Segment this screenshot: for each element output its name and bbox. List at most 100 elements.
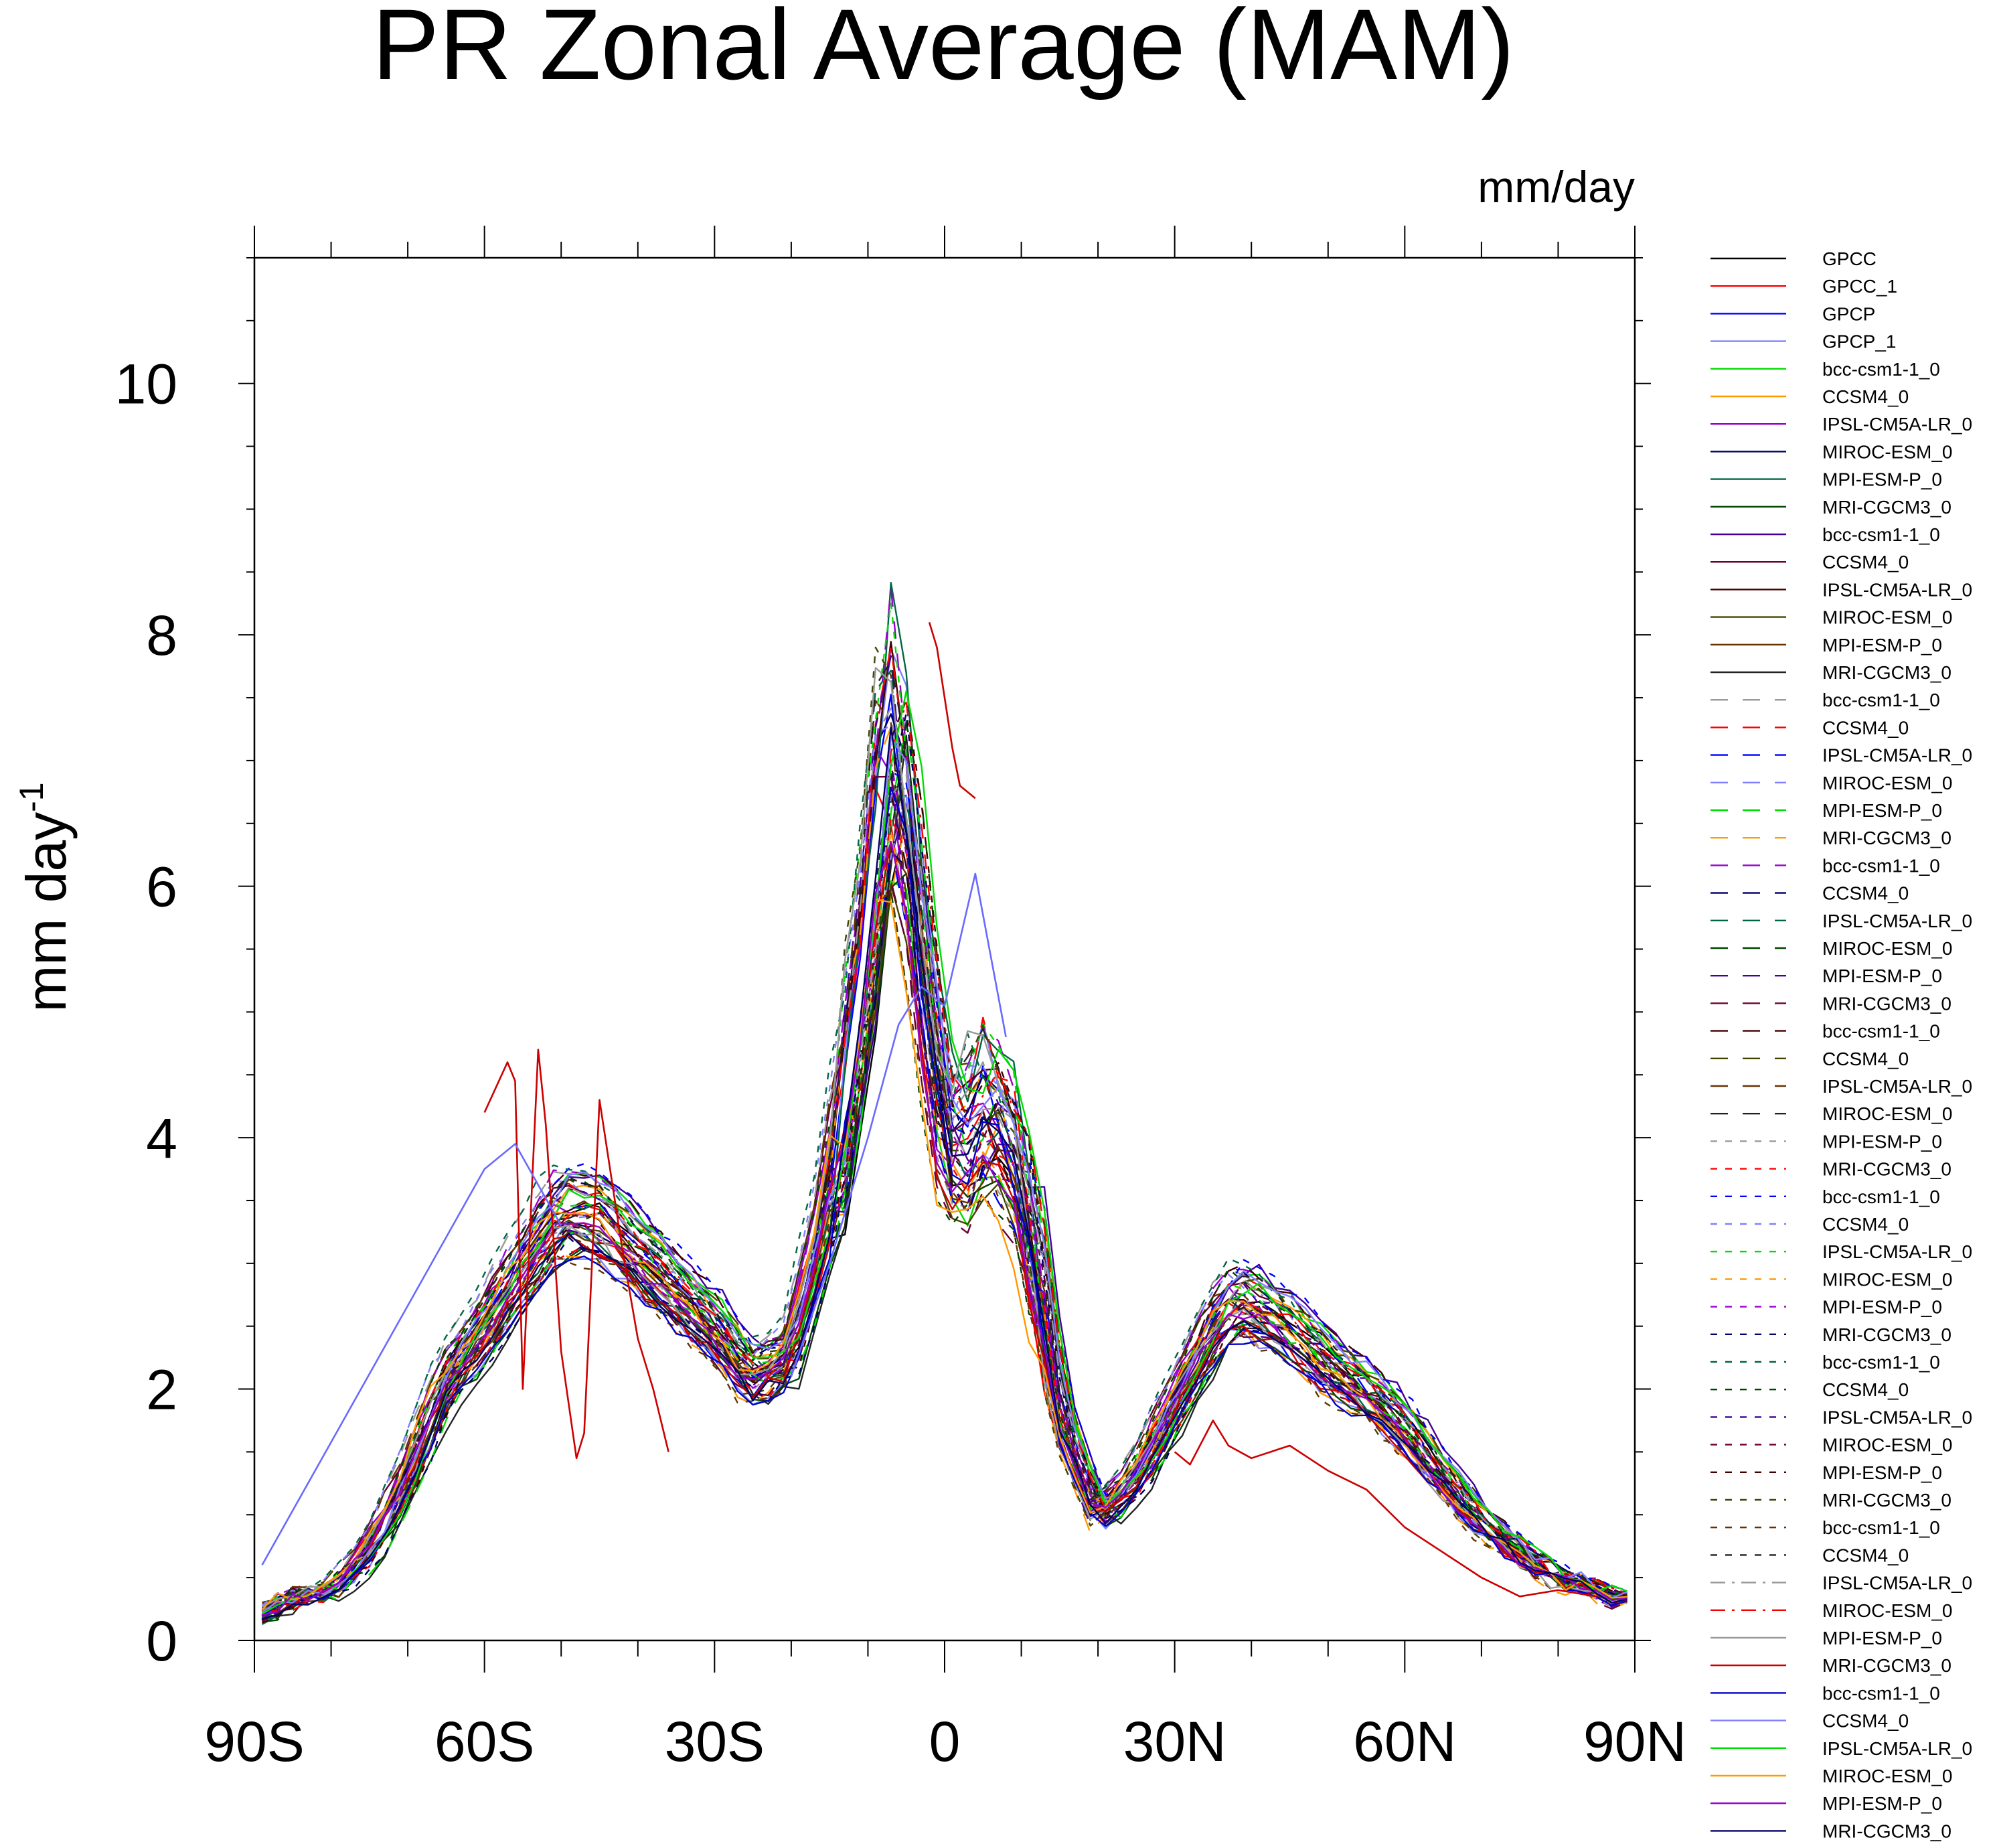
y-axis-ticks: 0 2 4 6 8 10 (115, 257, 1651, 1673)
series-line (261, 737, 1627, 1613)
legend-label: MRI-CGCM3_0 (1822, 1490, 1952, 1511)
series-line (261, 850, 1627, 1619)
series-line (261, 794, 1627, 1618)
series-line (262, 780, 1627, 1612)
legend-label: bcc-csm1-1_0 (1822, 855, 1940, 876)
y-tick-label: 6 (146, 856, 177, 919)
legend-label: CCSM4_0 (1822, 1214, 1909, 1235)
y-axis-label-text: mm day (15, 812, 78, 1012)
y-tick-label: 0 (146, 1610, 177, 1673)
legend-label: bcc-csm1-1_0 (1822, 1517, 1940, 1538)
series-line (262, 816, 1627, 1616)
series-line (261, 817, 1627, 1620)
series-line (262, 763, 1627, 1608)
observation-line (928, 622, 976, 799)
series-line (261, 747, 1628, 1616)
series-line (262, 699, 1627, 1624)
legend: GPCC GPCC_1 GPCP GPCP_1 bcc-csm1-1_0 CCSM4_0 I… (1710, 248, 1972, 1841)
series-line (262, 726, 1627, 1620)
series-line (261, 690, 1627, 1615)
legend-label: MIROC-ESM_0 (1822, 1435, 1952, 1456)
legend-label: MIROC-ESM_0 (1822, 1103, 1952, 1124)
series-line (262, 775, 1628, 1606)
series-lines (261, 582, 1628, 1625)
legend-label: MRI-CGCM3_0 (1822, 1655, 1952, 1676)
series-line (262, 769, 1627, 1612)
series-line (262, 816, 1627, 1613)
legend-label: IPSL-CM5A-LR_0 (1822, 1076, 1972, 1097)
legend-label: MRI-CGCM3_0 (1822, 993, 1952, 1014)
legend-label: bcc-csm1-1_0 (1822, 359, 1940, 380)
legend-label: MIROC-ESM_0 (1822, 773, 1952, 793)
legend-label: IPSL-CM5A-LR_0 (1822, 911, 1972, 931)
legend-label: bcc-csm1-1_0 (1822, 1352, 1940, 1373)
series-line (261, 842, 1627, 1616)
series-line (261, 646, 1627, 1620)
legend-label: CCSM4_0 (1822, 717, 1909, 738)
legend-label: IPSL-CM5A-LR_0 (1822, 745, 1972, 766)
legend-label: MPI-ESM-P_0 (1822, 1297, 1942, 1318)
observation-line (790, 872, 1007, 1377)
series-line (261, 712, 1627, 1621)
legend-label: CCSM4_0 (1822, 552, 1909, 572)
x-axis-ticks: 90S 60S 30S 0 30N 60N 90N (204, 226, 1686, 1773)
legend-label: CCSM4_0 (1822, 1711, 1909, 1731)
y-tick-label: 8 (146, 604, 177, 667)
legend-label: MIROC-ESM_0 (1822, 1600, 1952, 1621)
chart-title: PR Zonal Average (MAM) (372, 0, 1514, 100)
legend-label: CCSM4_0 (1822, 1379, 1909, 1400)
legend-label: IPSL-CM5A-LR_0 (1822, 579, 1972, 600)
legend-label: MPI-ESM-P_0 (1822, 1628, 1942, 1648)
series-line (262, 879, 1628, 1613)
y-tick-label: 2 (146, 1359, 177, 1421)
y-tick-label: 10 (115, 353, 177, 416)
legend-label: MIROC-ESM_0 (1822, 441, 1952, 462)
series-line (262, 883, 1627, 1614)
series-line (261, 693, 1627, 1618)
series-line (261, 890, 1627, 1615)
x-tick-label: 90N (1583, 1710, 1686, 1773)
series-line (262, 670, 1627, 1610)
series-line (262, 889, 1627, 1610)
legend-label: MPI-ESM-P_0 (1822, 966, 1942, 986)
x-tick-label: 30S (665, 1710, 765, 1773)
units-label: mm/day (1478, 162, 1635, 212)
x-tick-label: 0 (929, 1710, 961, 1773)
y-axis-label-exponent: -1 (13, 782, 50, 812)
legend-label: IPSL-CM5A-LR_0 (1822, 1241, 1972, 1262)
observation-line (261, 1143, 562, 1566)
legend-label: MPI-ESM-P_0 (1822, 635, 1942, 656)
series-line (261, 830, 1627, 1616)
series-line (261, 587, 1628, 1616)
legend-label: MPI-ESM-P_0 (1822, 1793, 1942, 1814)
series-line (261, 803, 1627, 1616)
legend-label: CCSM4_0 (1822, 883, 1909, 904)
legend-label: MRI-CGCM3_0 (1822, 662, 1952, 683)
legend-label: MIROC-ESM_0 (1822, 1766, 1952, 1786)
legend-label: bcc-csm1-1_0 (1822, 690, 1940, 710)
legend-label: MIROC-ESM_0 (1822, 1269, 1952, 1290)
observation-line (1174, 1419, 1597, 1598)
y-axis-label: mm day-1 (13, 782, 78, 1012)
legend-label: MRI-CGCM3_0 (1822, 1159, 1952, 1180)
legend-label: MPI-ESM-P_0 (1822, 1462, 1942, 1483)
series-line (262, 794, 1627, 1621)
series-line (261, 787, 1627, 1617)
legend-label: MRI-CGCM3_0 (1822, 497, 1952, 518)
legend-label: GPCC (1822, 248, 1877, 269)
x-tick-label: 30N (1123, 1710, 1226, 1773)
x-tick-label: 90S (204, 1710, 304, 1773)
legend-label: CCSM4_0 (1822, 386, 1909, 407)
legend-label: MPI-ESM-P_0 (1822, 800, 1942, 821)
legend-label: bcc-csm1-1_0 (1822, 1683, 1940, 1703)
series-line (262, 773, 1628, 1610)
legend-label: bcc-csm1-1_0 (1822, 1186, 1940, 1207)
legend-label: IPSL-CM5A-LR_0 (1822, 1407, 1972, 1428)
legend-label: bcc-csm1-1_0 (1822, 524, 1940, 545)
y-tick-label: 4 (146, 1107, 177, 1170)
series-line (262, 841, 1627, 1616)
legend-label: MRI-CGCM3_0 (1822, 1821, 1952, 1841)
series-line (261, 759, 1628, 1619)
series-line (262, 817, 1627, 1617)
